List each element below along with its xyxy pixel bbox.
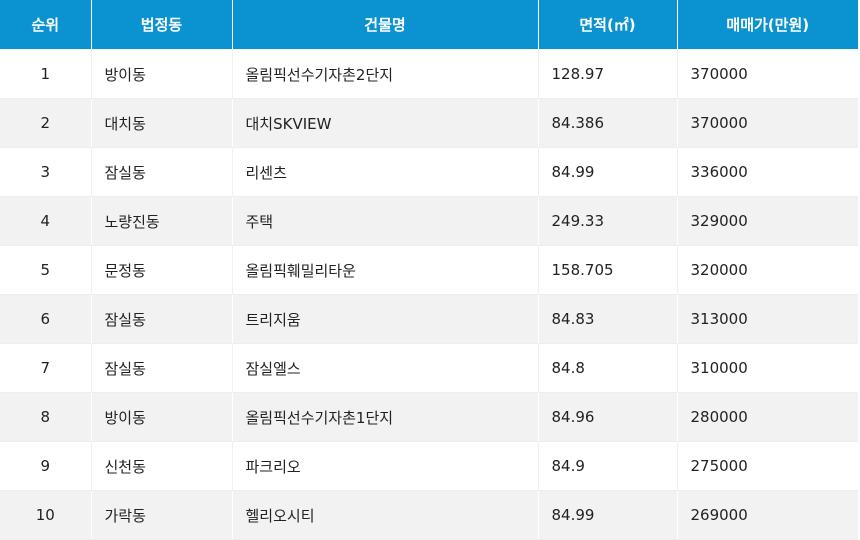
cell-rank: 5 [0,245,92,295]
table-row: 7 잠실동 잠실엘스 84.8 310000 [0,343,858,393]
cell-price: 269000 [677,490,858,540]
cell-area: 84.386 [538,98,678,148]
cell-area: 249.33 [538,196,678,246]
table-row: 6 잠실동 트리지움 84.83 313000 [0,294,858,344]
cell-building: 올림픽선수기자촌2단지 [232,49,539,99]
cell-area: 158.705 [538,245,678,295]
cell-dong: 문정동 [91,245,233,295]
cell-price: 370000 [677,98,858,148]
cell-dong: 신천동 [91,441,233,491]
cell-price: 275000 [677,441,858,491]
cell-building: 트리지움 [232,294,539,344]
cell-price: 336000 [677,147,858,197]
cell-dong: 노량진동 [91,196,233,246]
cell-rank: 1 [0,49,92,99]
cell-building: 잠실엘스 [232,343,539,393]
table-header: 순위 법정동 건물명 면적(㎡) 매매가(만원) [0,0,858,50]
cell-rank: 9 [0,441,92,491]
table-row: 5 문정동 올림픽훼밀리타운 158.705 320000 [0,245,858,295]
cell-building: 올림픽훼밀리타운 [232,245,539,295]
cell-dong: 잠실동 [91,343,233,393]
table-row: 4 노량진동 주택 249.33 329000 [0,196,858,246]
header-building: 건물명 [232,0,539,50]
cell-building: 대치SKVIEW [232,98,539,148]
table-body: 1 방이동 올림픽선수기자촌2단지 128.97 370000 2 대치동 대치… [0,49,858,540]
table-row: 9 신천동 파크리오 84.9 275000 [0,441,858,491]
cell-building: 리센츠 [232,147,539,197]
cell-dong: 잠실동 [91,294,233,344]
cell-area: 84.83 [538,294,678,344]
cell-rank: 2 [0,98,92,148]
table-row: 1 방이동 올림픽선수기자촌2단지 128.97 370000 [0,49,858,99]
cell-rank: 10 [0,490,92,540]
header-row: 순위 법정동 건물명 면적(㎡) 매매가(만원) [0,0,858,50]
cell-area: 84.9 [538,441,678,491]
cell-dong: 방이동 [91,49,233,99]
cell-price: 310000 [677,343,858,393]
cell-price: 370000 [677,49,858,99]
cell-price: 320000 [677,245,858,295]
table-row: 2 대치동 대치SKVIEW 84.386 370000 [0,98,858,148]
cell-dong: 가락동 [91,490,233,540]
cell-building: 올림픽선수기자촌1단지 [232,392,539,442]
table-row: 10 가락동 헬리오시티 84.99 269000 [0,490,858,540]
cell-rank: 7 [0,343,92,393]
cell-dong: 대치동 [91,98,233,148]
cell-rank: 4 [0,196,92,246]
cell-price: 280000 [677,392,858,442]
table-row: 3 잠실동 리센츠 84.99 336000 [0,147,858,197]
header-rank: 순위 [0,0,92,50]
table-row: 8 방이동 올림픽선수기자촌1단지 84.96 280000 [0,392,858,442]
cell-area: 84.99 [538,490,678,540]
cell-dong: 잠실동 [91,147,233,197]
cell-building: 파크리오 [232,441,539,491]
cell-area: 84.96 [538,392,678,442]
cell-area: 128.97 [538,49,678,99]
header-price: 매매가(만원) [677,0,858,50]
cell-price: 329000 [677,196,858,246]
cell-price: 313000 [677,294,858,344]
header-dong: 법정동 [91,0,233,50]
cell-building: 주택 [232,196,539,246]
header-area: 면적(㎡) [538,0,678,50]
cell-dong: 방이동 [91,392,233,442]
cell-rank: 6 [0,294,92,344]
cell-area: 84.99 [538,147,678,197]
cell-rank: 8 [0,392,92,442]
cell-area: 84.8 [538,343,678,393]
cell-rank: 3 [0,147,92,197]
cell-building: 헬리오시티 [232,490,539,540]
